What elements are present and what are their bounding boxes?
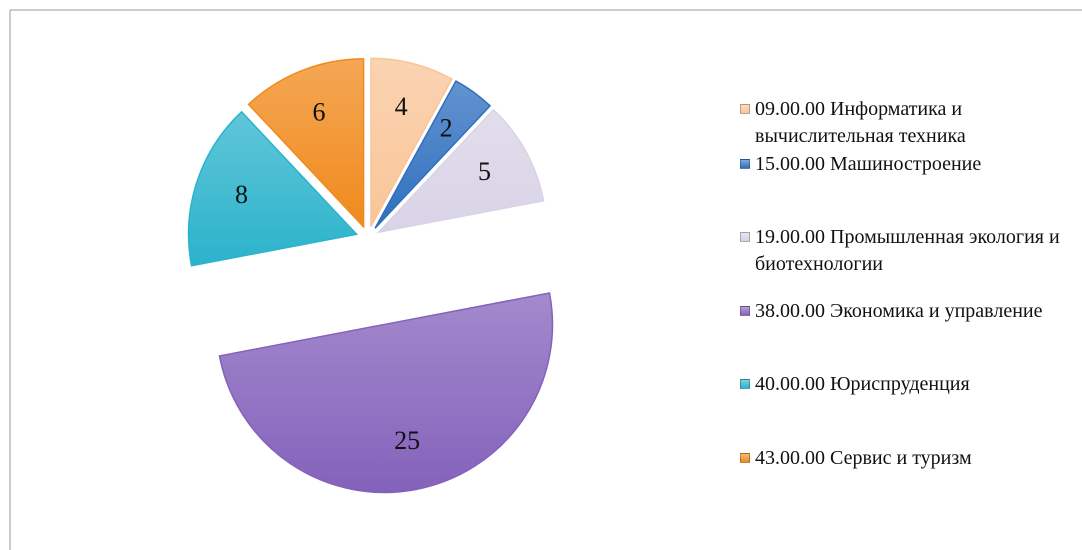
legend-label: 40.00.00 Юриспруденция [755,373,970,395]
pie-slice [370,57,453,227]
data-label: 6 [313,97,326,126]
pie-slice [247,58,365,229]
legend-item: 40.00.00 Юриспруденция [740,371,1060,398]
legend-item: 09.00.00 Информатика и вычислительная те… [740,96,1060,150]
legend-label: 43.00.00 Сервис и туризм [755,447,972,469]
legend-item: 19.00.00 Промышленная экология и биотехн… [740,224,1060,278]
pie-slice [374,80,492,229]
data-label: 5 [478,157,491,186]
legend-item: 38.00.00 Экономика и управление [740,298,1060,325]
legend-swatch [740,232,750,242]
legend-label: 09.00.00 Информатика и вычислительная те… [755,98,966,147]
legend-item: 15.00.00 Машиностроение [740,151,1060,178]
legend-label: 15.00.00 Машиностроение [755,153,982,175]
legend-item: 43.00.00 Сервис и туризм [740,445,1060,472]
legend-swatch [740,306,750,316]
pie-slice [187,110,359,267]
legend-label: 38.00.00 Экономика и управление [755,300,1043,322]
legend-swatch [740,159,750,169]
data-label: 25 [394,426,420,455]
legend-swatch [740,379,750,389]
data-label: 4 [395,92,408,121]
pie-slice [376,108,545,234]
legend-label: 19.00.00 Промышленная экология и биотехн… [755,226,1060,275]
legend-swatch [740,104,750,114]
data-label: 8 [235,180,248,209]
pie-slice [218,292,554,494]
data-label: 2 [440,113,453,142]
legend-swatch [740,453,750,463]
